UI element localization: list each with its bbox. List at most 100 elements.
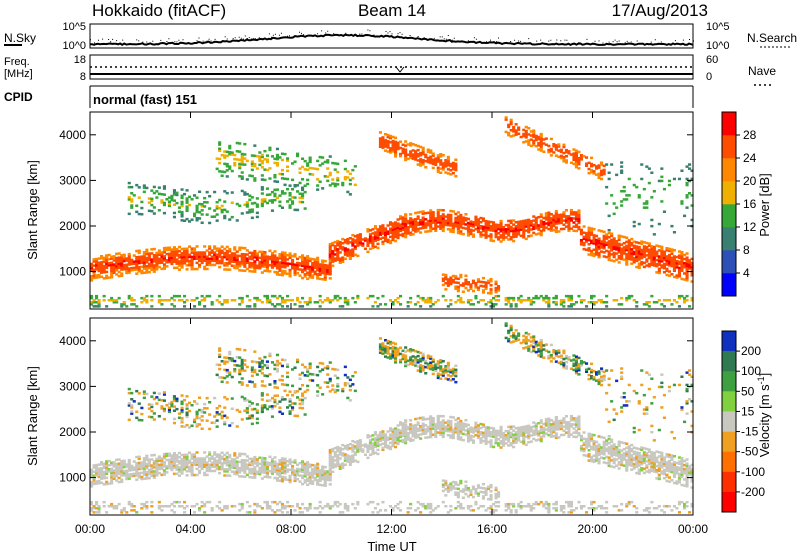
power-cell [442,213,445,216]
power-cell [688,305,691,308]
velocity-cell [243,453,246,456]
power-cell [404,140,407,143]
power-cell [482,299,485,302]
power-cell [301,158,304,161]
power-cell [251,160,254,163]
power-cell [630,238,633,241]
power-cell [191,219,194,222]
velocity-cell [344,464,347,467]
power-cell [216,201,219,204]
power-cell [645,206,648,209]
power-cell [181,211,184,214]
power-cell [150,189,153,192]
power-cell [261,186,264,189]
power-cell [316,184,319,187]
power-cell [417,149,420,152]
power-cell [442,295,445,298]
power-cell [201,213,204,216]
power-cell [261,301,264,304]
power-cell [251,196,254,199]
power-cell [208,222,211,225]
power-cell [449,214,452,217]
power-cell [291,188,294,191]
power-cell [103,299,106,302]
power-cell [256,203,259,206]
power-cell [336,163,339,166]
y-tick-label: 2000 [59,219,86,233]
cpid-text: normal (fast) 151 [93,92,197,107]
power-cell [593,228,596,231]
y-tick-label: 1000 [59,265,86,279]
velocity-cell [432,417,435,420]
power-cell [198,217,201,220]
power-cell [188,204,191,207]
velocity-cell [464,419,467,422]
velocity-cell [412,439,415,442]
power-cell [281,207,284,210]
power-cell [635,301,638,304]
power-cell [253,163,256,166]
velocity-cell [630,444,633,447]
power-cell [138,186,141,189]
power-cell [437,299,440,302]
colorbar-tick-label: 16 [743,197,757,211]
power-cell [203,205,206,208]
velocity-cell [562,434,565,437]
power-cell [253,250,256,253]
power-cell [583,225,586,228]
power-cell [633,221,636,224]
velocity-cell [376,449,379,452]
freq-left-tick-bottom: 8 [80,71,86,83]
velocity-cell [145,455,148,458]
power-cell [251,217,254,220]
power-cell [650,295,653,298]
y-tick-label: 3000 [59,173,86,187]
power-cell [226,163,229,166]
power-cell [356,255,359,258]
power-cell [306,255,309,258]
power-cell [603,231,606,234]
velocity-cell [196,451,199,454]
power-cell [610,233,613,236]
power-cell [472,290,475,293]
power-cell [158,209,161,212]
velocity-cell [613,443,616,446]
power-cell [241,212,244,215]
power-cell [140,213,143,216]
power-cell [105,271,108,274]
velocity-cell [221,452,224,455]
power-cell [208,245,211,248]
power-cell [334,168,337,171]
power-cell [650,196,653,199]
power-cell [178,268,181,271]
velocity-cell [583,431,586,434]
velocity-cell [492,427,495,430]
power-cell [226,210,229,213]
power-cell [299,182,302,185]
power-cell [135,184,138,187]
power-cell [565,159,568,162]
power-cell [296,297,299,300]
power-cell [263,198,266,201]
power-cell [193,305,196,308]
velocity-cell [228,474,231,477]
power-cell [575,301,578,304]
power-cell [181,188,184,191]
velocity-cell [284,458,287,461]
power-cell [95,295,98,298]
power-cell [615,299,618,302]
power-cell [640,178,643,181]
power-cell [256,167,259,170]
power-cell [444,288,447,291]
power-cell [688,163,691,166]
power-cell [562,211,565,214]
power-cell [186,218,189,221]
power-cell [686,295,689,298]
power-cell [381,224,384,227]
velocity-cell [618,467,621,470]
power-cell [294,161,297,164]
power-cell [660,200,663,203]
power-cell [673,249,676,252]
velocity-cell [595,441,598,444]
power-cell [444,274,447,277]
